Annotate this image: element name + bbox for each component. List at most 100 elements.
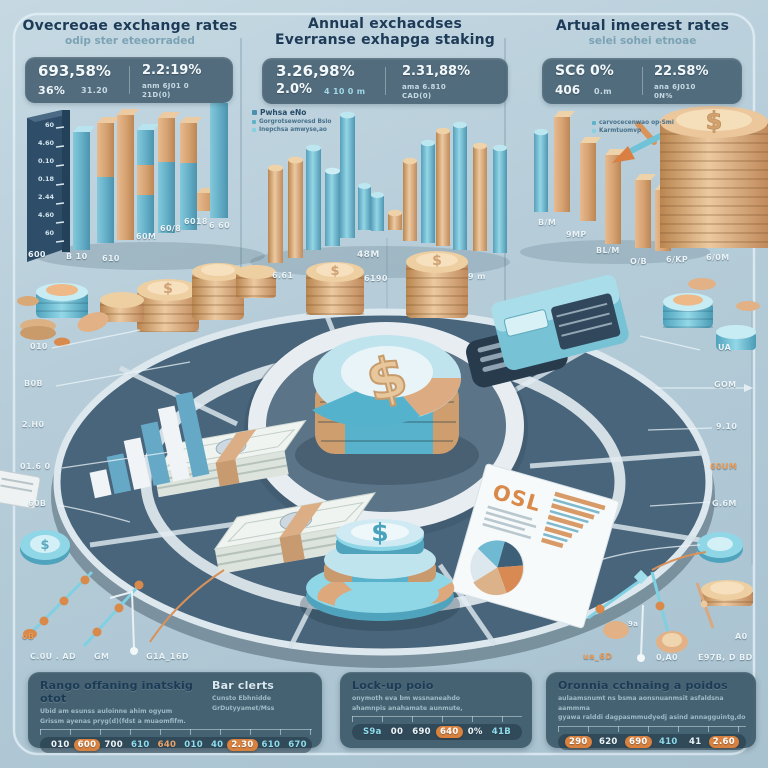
mid-chart-label: 9 m <box>468 272 486 281</box>
svg-text:$: $ <box>371 518 388 547</box>
small-white-object <box>0 469 41 509</box>
panel-title: Artual imeerest rates <box>555 18 730 34</box>
tick-ruler <box>352 716 522 723</box>
coin-stacks-middle: $ $ <box>306 251 468 318</box>
stat-value: 2.31,88% <box>402 64 471 79</box>
chip-pile-top-left <box>17 283 109 347</box>
connector-label: oB <box>22 632 35 641</box>
axis-tick: 0.18 <box>37 175 54 183</box>
stat-sub: CAD(0) <box>402 92 432 100</box>
right-bars <box>554 111 676 251</box>
x-axis-label: B 10 <box>66 252 88 261</box>
stat-sub: 0.m <box>594 87 612 96</box>
callout-leader-lines <box>51 329 744 561</box>
middle-cylinder-chart <box>250 111 510 278</box>
bottom-panel-title: Oronnia cchnaing a poidos <box>558 679 728 692</box>
value-chip: 690 <box>625 735 652 748</box>
value-chip: 010 <box>184 740 203 751</box>
subtitle-line: GrDutyyamet/Mss <box>212 704 275 712</box>
panel-overseas-rates: Ovecreoae exchange rates odip ster eteeo… <box>20 18 240 47</box>
axis-tick: 4.60 <box>37 139 54 147</box>
value-chip: 670 <box>288 740 307 751</box>
bottom-panel-subtitle: aulaamsnumt ns bsma aonsnuanmsit asfalds… <box>558 694 746 723</box>
bottom-panel-title: Rango offaning inatskig otot <box>40 679 194 705</box>
value-chip: 690 <box>412 727 431 738</box>
x-axis-label: 600 <box>28 250 46 259</box>
legend-swatch <box>252 120 256 124</box>
bottom-panel-range: Rango offaning inatskig otot Ubid am esu… <box>28 672 322 754</box>
subtitle-line: ahamnpis anahamate aunmute, <box>352 704 463 712</box>
axis-tick: 2.44 <box>37 193 54 201</box>
left-bars <box>73 97 233 250</box>
legend-middle: Pwhsa eNo Gorgrotseworesd Bslo Inepchsa … <box>252 108 331 133</box>
bottom-panel-lockup: Lock-up poio onymoth eva bm wssnaneahdo … <box>340 672 532 748</box>
right-chart-label: BL/M <box>596 246 620 255</box>
legend-label: carvocecenwao op-Smi <box>599 120 674 126</box>
panel-title: Annual exchacdses <box>308 16 462 32</box>
value-chip: 290 <box>565 735 592 748</box>
value-chip: 2.30 <box>227 739 258 752</box>
value-chip: 010 <box>51 740 70 751</box>
x-axis-label: 610 <box>102 254 120 263</box>
connector-label: 9a <box>628 620 639 628</box>
value-chip: 2.60 <box>708 735 739 748</box>
subtitle-line: onymoth eva bm wssnaneahdo <box>352 695 461 702</box>
bottom-panel-subtitle: Cunsto Ebhnidde GrDutyyamet/Mss <box>212 694 312 713</box>
right-callout: G.6M <box>712 499 737 508</box>
stat-divider <box>385 67 386 95</box>
svg-text:$: $ <box>40 538 49 553</box>
right-chart-label: 6/0M <box>706 253 730 262</box>
value-chip: 640 <box>435 726 463 739</box>
left-callout: 60B <box>28 499 47 508</box>
document-pie-chart <box>470 540 525 596</box>
chip-tower: $ <box>300 518 460 631</box>
chip-coin-right-mid <box>697 532 753 606</box>
svg-text:$: $ <box>330 264 339 279</box>
stat-sub: 21D(0) <box>142 91 171 99</box>
right-callout: GOM <box>714 380 737 389</box>
legend-swatch <box>592 129 596 133</box>
subtitle-line: Grissm ayenas pryg(d)(fdst a muaomfifm. <box>40 717 186 725</box>
stat-value: 22.S8% <box>654 64 709 79</box>
bottom-panel-column: Rango offaning inatskig otot Ubid am esu… <box>40 679 198 726</box>
stat-box-interest: SC6 0% 406 0.m 22.S8% ana 6J010 0N% <box>542 58 742 104</box>
stat-value: 2.2:19% <box>142 63 202 78</box>
value-chip: 41 <box>689 736 702 747</box>
floor-label: 60M <box>136 232 157 241</box>
dollar-glyph: $ <box>706 107 723 135</box>
svg-text:$: $ <box>432 253 442 269</box>
right-chart-label: B/M <box>538 218 557 227</box>
right-bar-chart: $ <box>520 106 768 264</box>
chips-top-right <box>663 278 760 350</box>
bottom-panel-subtitle: Ubid am esunss auloinne ahim ogyum Griss… <box>40 707 198 726</box>
connector-label: GM <box>94 652 110 661</box>
legend-swatch <box>252 128 256 132</box>
stat-sub: ana 6J010 <box>654 83 696 91</box>
left-callout: 010 <box>30 342 48 351</box>
stat-sub: 4 10 0 m <box>324 87 366 96</box>
floor-label: 60/8 <box>160 224 182 233</box>
connector-label: E97B, D BD <box>698 653 753 662</box>
legend-label: Karmtuomvp <box>599 128 642 134</box>
arrow-head-right <box>744 384 753 392</box>
right-callout: 60UM <box>710 462 738 471</box>
connector-label: A0 <box>735 632 748 641</box>
mid-chart-label: 48M <box>357 250 380 260</box>
floor-label: 6018 <box>184 217 208 226</box>
value-chip: 610 <box>261 740 281 751</box>
stat-sub: 36% <box>38 84 66 97</box>
connector-label: 0,A0 <box>656 653 678 662</box>
legend-swatch <box>592 121 596 125</box>
value-chip-row: 010 600 700 610 640 010 40 2.30 610 670 <box>40 737 312 754</box>
stat-sub: ama 6.810 <box>402 83 447 91</box>
panel-interest-rates: Artual imeerest rates selei sohei etnoae <box>535 18 750 47</box>
left-callout: 2.H0 <box>22 420 45 429</box>
right-chart-label: 6/KP <box>666 255 689 264</box>
step-chart <box>89 391 210 499</box>
value-chip: 700 <box>104 740 123 751</box>
value-chip: 610 <box>130 740 150 751</box>
document-bar-list <box>541 491 606 549</box>
right-chart-label: 9MP <box>566 230 587 239</box>
bottom-panel-subtitle: onymoth eva bm wssnaneahdo ahamnpis anah… <box>352 694 522 713</box>
axis-tick: 60 <box>44 121 54 129</box>
